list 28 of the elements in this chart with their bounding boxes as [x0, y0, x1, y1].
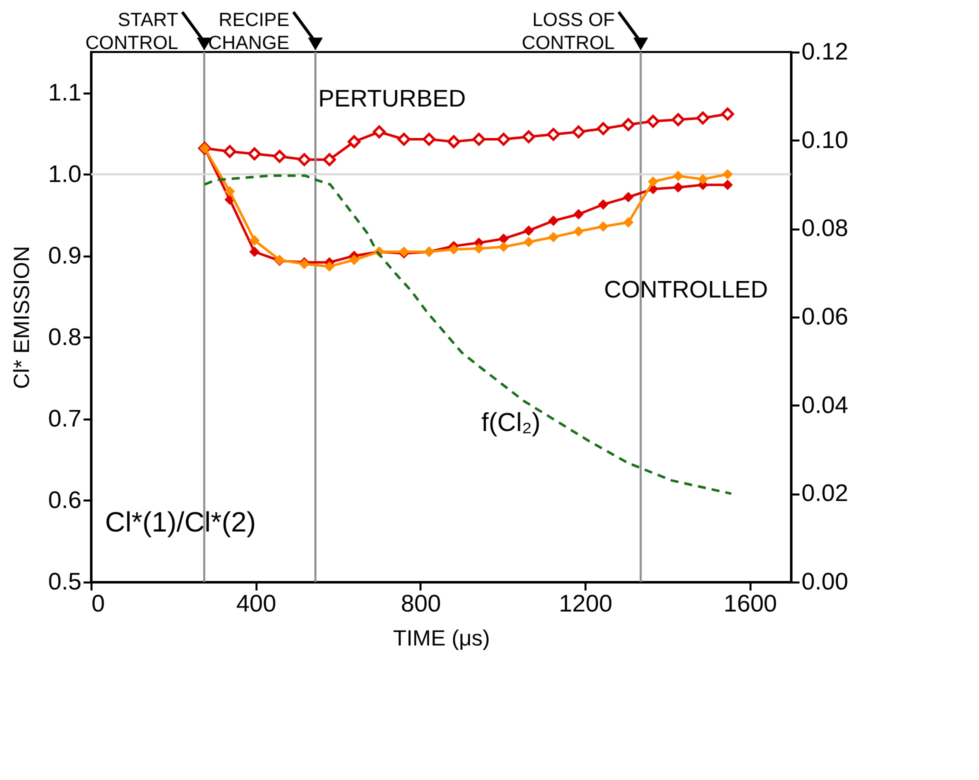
annotation: PERTURBED — [318, 86, 466, 113]
y-tick-label: 0.8 — [48, 324, 82, 351]
x-tick-label: 1200 — [558, 590, 612, 618]
annotation: Cl*(1)/Cl*(2) — [105, 506, 256, 538]
y2-tick-label: 0.12 — [802, 38, 848, 66]
y2-tick-label: 0.08 — [802, 215, 848, 242]
y-tick-label: 0.7 — [48, 405, 82, 432]
annotation: CONTROLLED — [604, 276, 768, 304]
y2-tick-label: 0.00 — [802, 568, 848, 596]
y2-tick-label: 0.02 — [802, 480, 848, 508]
y2-tick-label: 0.04 — [802, 392, 848, 419]
y-tick-label: 0.9 — [48, 242, 82, 270]
x-tick-label: 1600 — [724, 590, 778, 618]
annotation: f(Cl₂) — [481, 407, 541, 437]
x-tick-label: 800 — [400, 590, 441, 618]
ref-line-label: LOSS OF CONTROL — [522, 10, 615, 54]
x-tick-label: 400 — [236, 590, 276, 618]
ref-line-label: START CONTROL — [85, 10, 179, 54]
y2-tick-label: 0.06 — [802, 304, 848, 330]
y-tick-label: 0.6 — [48, 486, 82, 514]
y2-tick-label: 0.10 — [802, 126, 848, 154]
y-tick-label: 1.1 — [48, 79, 82, 106]
x-tick-label: 0 — [92, 590, 105, 618]
x-axis-title: TIME (μs) — [393, 626, 490, 650]
y-tick-label: 0.5 — [48, 568, 82, 596]
y-axis-title: Cl* EMISSION — [9, 246, 34, 390]
ref-line-label: RECIPE CHANGE — [208, 10, 290, 54]
y-tick-label: 1.0 — [48, 160, 82, 188]
